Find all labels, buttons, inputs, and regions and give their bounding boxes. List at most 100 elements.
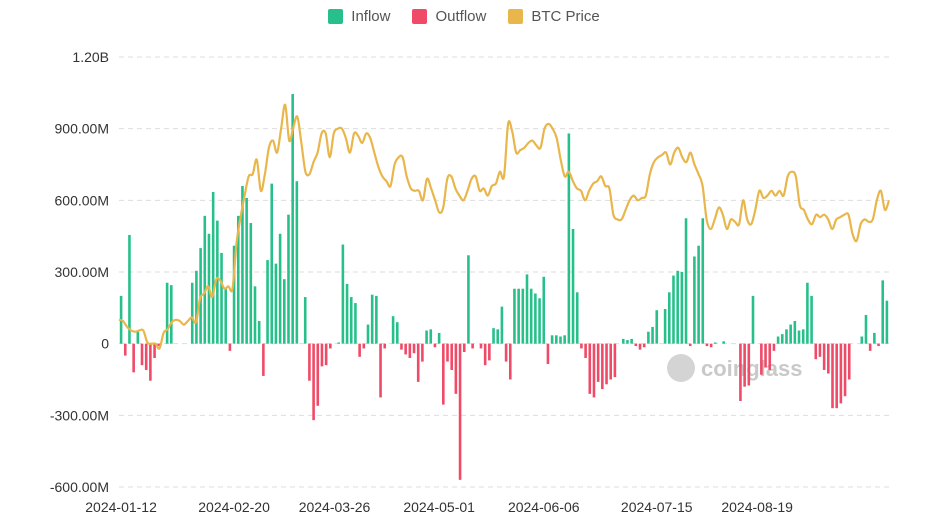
btc-price-swatch <box>508 9 524 24</box>
inflow-bar <box>249 223 253 344</box>
inflow-bar <box>801 329 805 344</box>
inflow-bar <box>429 329 433 344</box>
inflow-bar <box>621 338 625 344</box>
inflow-bar <box>375 295 378 344</box>
outflow-bar <box>839 343 843 404</box>
outflow-bar <box>605 343 608 385</box>
inflow-bar <box>575 292 579 344</box>
outflow-bar <box>642 343 646 348</box>
outflow-bar <box>153 343 156 358</box>
outflow-bar <box>471 343 474 349</box>
inflow-bar <box>655 310 659 344</box>
x-axis-labels: 2024-01-12 2024-02-20 2024-03-26 2024-05-01… <box>85 499 793 515</box>
inflow-bar <box>295 181 299 344</box>
inflow-bar <box>534 293 537 344</box>
inflow-bar <box>345 283 349 344</box>
outflow-bar <box>262 343 265 376</box>
inflow-bar <box>195 270 198 344</box>
outflow-bar <box>596 343 600 382</box>
outflow-bar <box>312 343 315 421</box>
inflow-bar <box>341 244 345 344</box>
outflow-swatch <box>412 9 428 24</box>
inflow-bar <box>555 335 558 344</box>
inflow-bar <box>864 315 868 344</box>
inflow-bar <box>567 133 571 344</box>
inflow-bar <box>203 215 207 344</box>
coinglass-logo-icon <box>667 354 695 382</box>
outflow-bar <box>508 343 512 380</box>
watermark-text: coinglass <box>701 356 802 381</box>
outflow-bar <box>358 343 361 357</box>
flow-bars <box>119 94 889 480</box>
inflow-bar <box>492 328 495 344</box>
outflow-bar <box>843 343 847 397</box>
outflow-bar <box>149 343 152 381</box>
inflow-bar <box>538 298 541 344</box>
inflow-bar <box>266 260 269 344</box>
inflow-bar <box>780 334 784 344</box>
outflow-bar <box>743 343 746 387</box>
inflow-bar <box>278 233 282 344</box>
legend-label-outflow: Outflow <box>435 8 487 25</box>
outflow-bar <box>408 343 412 358</box>
outflow-bar <box>362 343 366 349</box>
outflow-bar <box>324 343 328 366</box>
outflow-bar <box>140 343 144 366</box>
legend: Inflow Outflow BTC Price <box>0 8 928 25</box>
inflow-bar <box>630 338 633 344</box>
y-tick-label: 900.00M <box>55 121 109 137</box>
x-tick-label: 2024-02-20 <box>198 499 270 515</box>
inflow-bar <box>500 306 504 344</box>
outflow-bar <box>588 343 592 394</box>
inflow-bar <box>806 282 809 344</box>
outflow-bar <box>772 343 776 351</box>
outflow-bar <box>454 343 458 394</box>
inflow-bar <box>714 342 717 344</box>
legend-label-btc-price: BTC Price <box>531 8 600 25</box>
outflow-bar <box>847 343 851 380</box>
outflow-bar <box>144 343 148 370</box>
inflow-bar <box>211 191 215 344</box>
inflow-bar <box>676 270 679 344</box>
outflow-bar <box>157 343 161 347</box>
outflow-bar <box>320 343 324 367</box>
outflow-bar <box>433 343 437 348</box>
outflow-bar <box>634 343 638 347</box>
outflow-bar <box>705 343 709 347</box>
legend-item-btc-price[interactable]: BTC Price <box>508 8 600 25</box>
inflow-bar <box>236 215 240 344</box>
legend-item-outflow[interactable]: Outflow <box>412 8 486 25</box>
inflow-bar <box>559 336 562 344</box>
inflow-swatch <box>328 9 344 24</box>
y-axis-labels: -600.00M -300.00M 0 300.00M 600.00M 900.00M 1.… <box>50 49 109 495</box>
inflow-bar <box>425 330 428 344</box>
x-tick-label: 2024-01-12 <box>85 499 157 515</box>
legend-label-inflow: Inflow <box>351 8 391 25</box>
inflow-bar <box>697 245 700 344</box>
inflow-bar <box>810 295 813 344</box>
outflow-bar <box>329 343 332 349</box>
y-tick-label: -600.00M <box>50 479 109 495</box>
inflow-bar <box>467 255 470 344</box>
inflow-bar <box>680 272 684 344</box>
outflow-bar <box>709 343 713 348</box>
outflow-bar <box>442 343 445 405</box>
outflow-bar <box>818 343 822 357</box>
x-tick-label: 2024-07-15 <box>621 499 693 515</box>
inflow-bar <box>253 286 257 344</box>
inflow-bar <box>496 329 500 344</box>
outflow-bar <box>488 343 491 361</box>
inflow-bar <box>701 218 705 344</box>
outflow-bar <box>132 343 135 373</box>
inflow-bar <box>283 279 286 344</box>
outflow-bar <box>764 343 767 368</box>
outflow-bar <box>580 343 583 349</box>
outflow-bar <box>379 343 382 398</box>
outflow-bar <box>462 343 466 353</box>
legend-item-inflow[interactable]: Inflow <box>328 8 390 25</box>
inflow-bar <box>370 294 374 344</box>
inflow-bar <box>776 336 780 344</box>
outflow-bar <box>228 343 232 351</box>
